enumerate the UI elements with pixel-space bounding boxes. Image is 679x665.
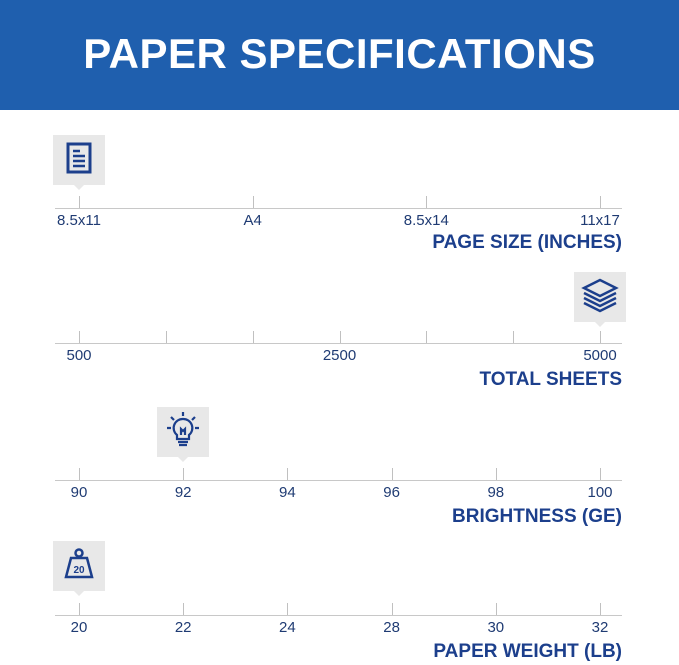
axis-tick bbox=[165, 331, 167, 343]
page-title: PAPER SPECIFICATIONS bbox=[83, 30, 596, 77]
lightbulb-icon bbox=[165, 411, 201, 454]
axis-tick bbox=[79, 196, 80, 208]
axis-label: 500 bbox=[66, 347, 92, 364]
axis-tick bbox=[600, 603, 601, 615]
scale-marker: 20 bbox=[53, 541, 105, 596]
axis-label: 2500 bbox=[322, 347, 357, 364]
scale-title: BRIGHTNESS (GE) bbox=[452, 506, 622, 527]
axis-tick bbox=[426, 331, 428, 343]
axis-tick bbox=[495, 468, 497, 480]
axis-label: 20 bbox=[70, 619, 88, 636]
scale-axis bbox=[55, 208, 622, 209]
paper-stack-icon bbox=[580, 276, 620, 319]
weight-icon: 20 bbox=[62, 547, 96, 586]
axis-label: 24 bbox=[279, 619, 296, 636]
axis-tick bbox=[391, 603, 393, 615]
axis-tick bbox=[183, 603, 185, 615]
header-banner: PAPER SPECIFICATIONS bbox=[0, 0, 679, 110]
axis-label: 98 bbox=[487, 484, 505, 501]
scale-marker bbox=[574, 272, 626, 327]
axis-label: 94 bbox=[279, 484, 296, 501]
axis-tick bbox=[426, 196, 428, 208]
scale-title: PAGE SIZE (INCHES) bbox=[432, 232, 622, 253]
axis-tick bbox=[287, 468, 289, 480]
scale-marker bbox=[157, 407, 210, 462]
axis-tick bbox=[495, 603, 497, 615]
axis-tick bbox=[79, 331, 80, 343]
axis-label: 32 bbox=[591, 619, 609, 636]
scale-axis bbox=[55, 615, 622, 616]
scale-title: PAPER WEIGHT (LB) bbox=[433, 641, 622, 662]
axis-label: A4 bbox=[243, 212, 262, 229]
axis-tick bbox=[339, 331, 341, 343]
document-icon bbox=[66, 142, 92, 179]
axis-tick bbox=[513, 331, 515, 343]
svg-text:20: 20 bbox=[73, 565, 85, 576]
axis-label: 90 bbox=[70, 484, 88, 501]
axis-label: 92 bbox=[174, 484, 192, 501]
scale-marker bbox=[53, 135, 105, 190]
axis-tick bbox=[287, 603, 289, 615]
axis-label: 28 bbox=[383, 619, 400, 636]
axis-label: 96 bbox=[383, 484, 400, 501]
axis-tick bbox=[252, 331, 254, 343]
scale-axis bbox=[55, 480, 622, 481]
axis-label: 30 bbox=[487, 619, 505, 636]
axis-tick bbox=[183, 468, 185, 480]
axis-label: 8.5x14 bbox=[403, 212, 449, 229]
axis-tick bbox=[79, 468, 80, 480]
axis-tick bbox=[600, 468, 601, 480]
axis-tick bbox=[600, 196, 601, 208]
axis-tick bbox=[391, 468, 393, 480]
axis-label: 100 bbox=[587, 484, 613, 501]
scale-title: TOTAL SHEETS bbox=[479, 369, 622, 390]
axis-label: 22 bbox=[174, 619, 192, 636]
axis-tick bbox=[252, 196, 254, 208]
axis-label: 11x17 bbox=[580, 212, 620, 229]
scale-axis bbox=[55, 343, 622, 344]
axis-tick bbox=[79, 603, 80, 615]
axis-label: 8.5x11 bbox=[57, 212, 101, 229]
axis-tick bbox=[600, 331, 601, 343]
axis-label: 5000 bbox=[583, 347, 617, 364]
